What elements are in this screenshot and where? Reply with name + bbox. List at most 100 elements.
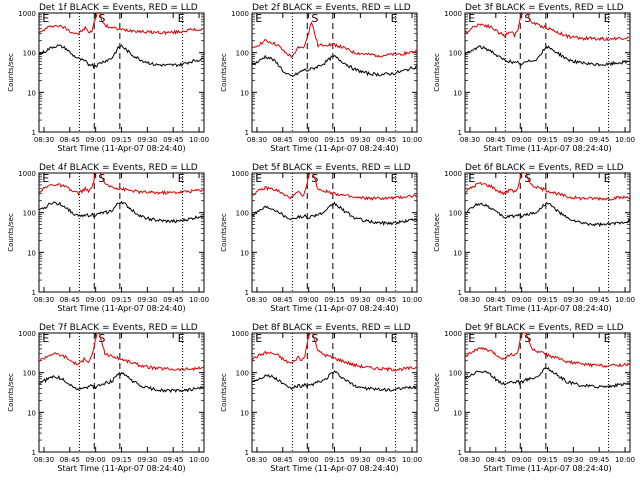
y-tick-label: 1	[458, 289, 462, 297]
x-tick-label: 09:45	[376, 296, 396, 304]
y-tick-label: 1000	[231, 170, 249, 178]
y-tick-label: 1000	[18, 170, 36, 178]
event-marker-label: E	[178, 172, 185, 185]
event-marker-label: E	[468, 332, 475, 345]
series-lld-line	[39, 333, 204, 372]
x-tick-label: 10:00	[189, 456, 209, 464]
x-axis-label: Start Time (11-Apr-07 08:24:40)	[270, 304, 398, 313]
x-axis-label: Start Time (11-Apr-07 08:24:40)	[57, 144, 185, 153]
y-tick-label: 10	[27, 89, 36, 97]
event-marker-label: E	[391, 332, 398, 345]
x-tick-label: 10:00	[189, 136, 209, 144]
y-tick-label: 1000	[231, 10, 249, 18]
x-tick-label: 10:00	[402, 296, 422, 304]
event-marker-label: E	[255, 12, 262, 25]
x-tick-label: 08:45	[486, 136, 506, 144]
plot-frame	[464, 172, 631, 293]
y-axis-label: Counts/sec	[433, 213, 441, 252]
x-tick-label: 08:45	[486, 296, 506, 304]
panel-title: Det 8f BLACK = Events, RED = LLD	[252, 323, 411, 333]
y-tick-label: 1000	[18, 330, 36, 338]
y-tick-label: 10	[240, 89, 249, 97]
event-marker-label: S	[98, 12, 105, 25]
series-events-line	[252, 201, 417, 227]
event-marker-label: E	[255, 332, 262, 345]
x-tick-label: 09:00	[512, 456, 532, 464]
event-marker-label: E	[178, 12, 185, 25]
y-tick-label: 10	[453, 249, 462, 257]
panel-title: Det 5f BLACK = Events, RED = LLD	[252, 163, 411, 173]
y-tick-label: 1000	[444, 330, 462, 338]
series-events-line	[39, 200, 204, 224]
event-marker-label: E	[468, 172, 475, 185]
panel-title: Det 1f BLACK = Events, RED = LLD	[39, 3, 198, 13]
panel-title: Det 2f BLACK = Events, RED = LLD	[252, 3, 411, 13]
x-tick-label: 09:15	[537, 456, 557, 464]
y-tick-label: 10	[240, 249, 249, 257]
y-tick-label: 1	[245, 129, 249, 137]
y-tick-label: 1	[32, 449, 36, 457]
x-axis-label: Start Time (11-Apr-07 08:24:40)	[57, 464, 185, 473]
x-tick-label: 10:00	[402, 456, 422, 464]
x-tick-label: 09:15	[324, 456, 344, 464]
event-marker-label: E	[255, 172, 262, 185]
y-axis-label: Counts/sec	[433, 53, 441, 92]
series-lld-line	[252, 21, 417, 59]
series-lld-line	[39, 173, 204, 197]
x-tick-label: 09:30	[137, 136, 157, 144]
x-tick-label: 09:15	[324, 296, 344, 304]
series-lld-line	[39, 13, 204, 36]
plot-frame	[38, 12, 205, 133]
y-tick-label: 1	[245, 449, 249, 457]
y-tick-label: 1	[245, 289, 249, 297]
x-tick-label: 08:30	[460, 296, 480, 304]
x-tick-label: 09:45	[376, 136, 396, 144]
x-tick-label: 10:00	[615, 296, 635, 304]
event-marker-label: E	[604, 12, 611, 25]
y-tick-label: 1000	[444, 170, 462, 178]
x-axis-label: Start Time (11-Apr-07 08:24:40)	[270, 464, 398, 473]
y-axis-label: Counts/sec	[220, 373, 228, 412]
plot-frame	[38, 332, 205, 453]
x-tick-label: 08:45	[60, 456, 80, 464]
x-tick-label: 08:45	[273, 136, 293, 144]
x-tick-label: 09:15	[537, 136, 557, 144]
x-tick-label: 09:30	[350, 456, 370, 464]
y-tick-label: 100	[449, 370, 462, 378]
x-tick-label: 09:00	[512, 296, 532, 304]
x-tick-label: 09:00	[299, 136, 319, 144]
y-tick-label: 1	[32, 129, 36, 137]
series-events-line	[39, 44, 204, 69]
y-axis-label: Counts/sec	[433, 373, 441, 412]
panel-title: Det 4f BLACK = Events, RED = LLD	[39, 163, 198, 173]
series-events-line	[465, 366, 630, 389]
series-events-line	[252, 370, 417, 392]
x-tick-label: 09:30	[350, 136, 370, 144]
x-tick-label: 08:30	[34, 136, 54, 144]
x-tick-label: 08:30	[247, 296, 267, 304]
series-events-line	[465, 45, 630, 67]
x-tick-label: 08:30	[460, 456, 480, 464]
x-tick-label: 09:15	[111, 456, 131, 464]
x-tick-label: 10:00	[402, 136, 422, 144]
x-tick-label: 09:45	[589, 136, 609, 144]
y-tick-label: 1000	[18, 10, 36, 18]
series-lld-line	[465, 173, 630, 201]
y-tick-label: 10	[27, 409, 36, 417]
y-tick-label: 100	[23, 210, 36, 218]
y-tick-label: 10	[240, 409, 249, 417]
event-marker-label: S	[311, 332, 318, 345]
x-tick-label: 09:00	[512, 136, 532, 144]
y-tick-label: 1	[458, 129, 462, 137]
x-tick-label: 09:30	[137, 296, 157, 304]
y-axis-label: Counts/sec	[7, 53, 15, 92]
x-tick-label: 09:30	[563, 136, 583, 144]
y-axis-label: Counts/sec	[220, 53, 228, 92]
event-marker-label: E	[178, 332, 185, 345]
x-axis-label: Start Time (11-Apr-07 08:24:40)	[483, 464, 611, 473]
